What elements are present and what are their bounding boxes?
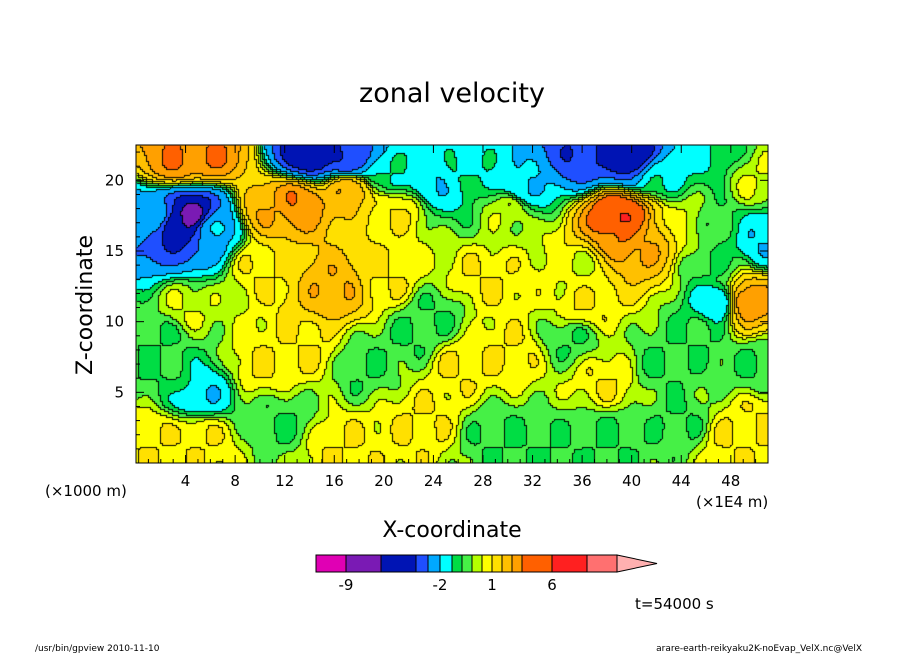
colorbar-label: -2 xyxy=(433,576,448,594)
x-tick-label: 24 xyxy=(424,472,443,490)
colorbar-label: -9 xyxy=(339,576,354,594)
colorbar-bin xyxy=(461,554,473,573)
x-unit-left: (×1000 m) xyxy=(45,482,127,500)
footer-right: arare-earth-reikyaku2K-noEvap_VelX.nc@Ve… xyxy=(656,644,862,654)
y-tick-label: 20 xyxy=(105,171,124,189)
x-unit-right: (×1E4 m) xyxy=(696,493,768,511)
x-tick-label: 16 xyxy=(325,472,344,490)
chart-title: zonal velocity xyxy=(359,78,545,109)
y-tick-label: 15 xyxy=(105,242,124,260)
colorbar-bin xyxy=(439,554,453,573)
colorbar: -9 -2 1 6 xyxy=(315,554,658,594)
colorbar-bin xyxy=(521,554,553,573)
y-axis: 5 10 15 20 xyxy=(105,151,768,450)
x-tick-label: 12 xyxy=(275,472,294,490)
plot-frame xyxy=(135,144,769,464)
colorbar-label: 1 xyxy=(487,576,497,594)
y-tick-label: 10 xyxy=(105,313,124,331)
footer-left: /usr/bin/gpview 2010-11-10 xyxy=(35,644,160,654)
colorbar-bin xyxy=(451,554,463,573)
colorbar-bin xyxy=(427,554,441,573)
x-tick-label: 44 xyxy=(672,472,691,490)
colorbar-bin xyxy=(491,554,503,573)
x-tick-label: 28 xyxy=(473,472,492,490)
colorbar-bin xyxy=(586,554,618,573)
x-tick-label: 48 xyxy=(721,472,740,490)
colorbar-bin xyxy=(551,554,588,573)
x-axis-label: X-coordinate xyxy=(382,518,521,543)
y-tick-label: 5 xyxy=(114,383,124,401)
colorbar-bin xyxy=(471,554,483,573)
x-tick-label: 32 xyxy=(523,472,542,490)
colorbar-bin xyxy=(481,554,493,573)
time-label: t=54000 s xyxy=(635,595,714,613)
y-axis-label: Z-coordinate xyxy=(73,235,98,375)
x-tick-label: 4 xyxy=(181,472,191,490)
colorbar-bin xyxy=(345,554,382,573)
colorbar-bin xyxy=(511,554,523,573)
plot-area xyxy=(136,145,768,463)
x-tick-label: 20 xyxy=(374,472,393,490)
x-tick-label: 40 xyxy=(622,472,641,490)
colorbar-bin xyxy=(315,554,347,573)
x-tick-label: 36 xyxy=(573,472,592,490)
x-tick-label: 8 xyxy=(230,472,240,490)
colorbar-arrow xyxy=(616,554,658,573)
colorbar-bin xyxy=(380,554,417,573)
colorbar-bin xyxy=(415,554,429,573)
colorbar-label: 6 xyxy=(547,576,557,594)
x-axis: 4 8 12 16 20 24 28 32 36 40 44 48 xyxy=(147,145,757,490)
colorbar-bin xyxy=(501,554,513,573)
